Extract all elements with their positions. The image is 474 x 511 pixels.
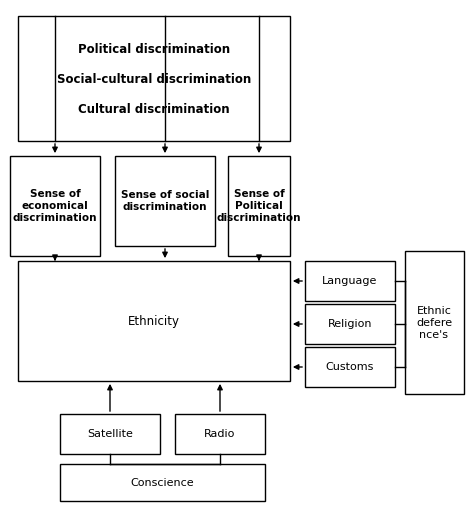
Bar <box>10 156 100 256</box>
Text: Sense of social
discrimination: Sense of social discrimination <box>121 190 209 212</box>
Bar <box>175 414 265 454</box>
Bar <box>305 261 395 301</box>
Text: Customs: Customs <box>326 362 374 372</box>
Text: Radio: Radio <box>204 429 236 439</box>
Bar <box>305 304 395 344</box>
Bar <box>60 464 265 501</box>
Text: Conscience: Conscience <box>130 478 194 488</box>
Bar <box>115 156 215 246</box>
Text: Language: Language <box>322 276 378 286</box>
Bar <box>228 156 290 256</box>
Bar <box>305 347 395 387</box>
Text: Political discrimination

Social-cultural discrimination

Cultural discriminatio: Political discrimination Social-cultural… <box>57 42 251 115</box>
Text: Ethnicity: Ethnicity <box>128 314 180 328</box>
Bar <box>18 16 290 141</box>
Bar <box>405 251 464 394</box>
Text: Sense of
Political
discrimination: Sense of Political discrimination <box>217 190 301 223</box>
Text: Ethnic
defere
nce's: Ethnic defere nce's <box>416 307 452 340</box>
Text: Religion: Religion <box>328 319 372 329</box>
Bar <box>18 261 290 381</box>
Text: Sense of
economical
discrimination: Sense of economical discrimination <box>13 190 97 223</box>
Text: Satellite: Satellite <box>87 429 133 439</box>
Bar <box>60 414 160 454</box>
